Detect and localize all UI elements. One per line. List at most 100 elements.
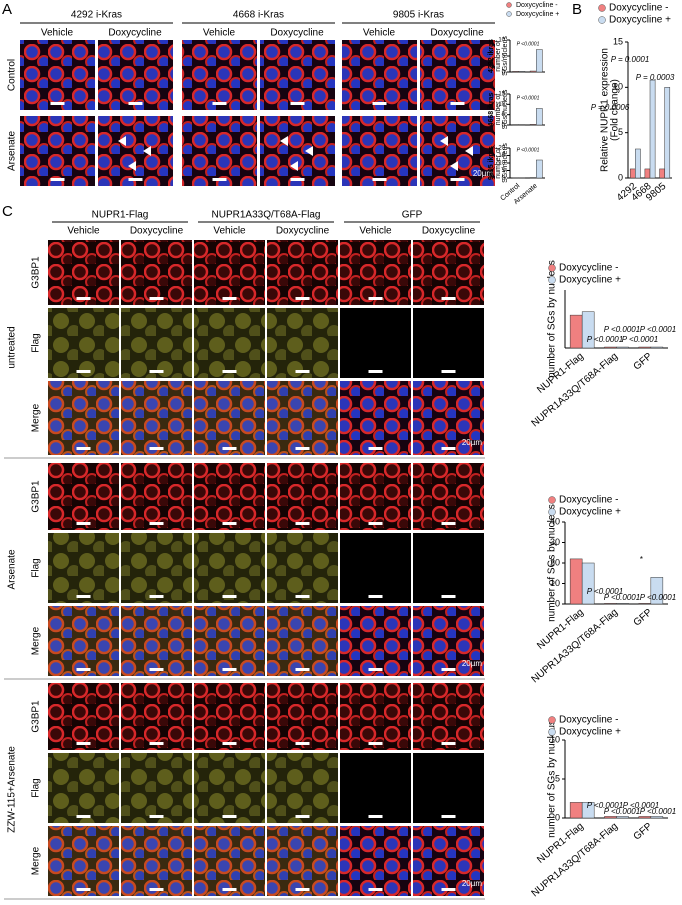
bar <box>651 816 663 818</box>
bar <box>651 347 663 348</box>
row-label: Flag <box>31 778 42 797</box>
scale-label: 20µm <box>462 438 483 447</box>
y-axis-label: SGs/nucleus <box>502 89 509 129</box>
micrograph <box>48 753 119 823</box>
condition-label: ZZW-115+Arsenate <box>7 746 18 833</box>
scale-bar <box>150 888 164 891</box>
micrograph <box>413 240 484 305</box>
micrograph <box>121 308 192 378</box>
scale-bar <box>296 595 310 598</box>
micrograph <box>121 606 192 676</box>
y-axis-label: number of <box>495 147 502 179</box>
legend-swatch <box>549 277 556 284</box>
scale-bar <box>369 742 383 745</box>
scale-bar <box>77 815 91 818</box>
annotation: P <0.0001 <box>604 593 640 602</box>
annotation: P <0.0001 <box>517 41 540 47</box>
row-label: Arsenate <box>7 131 18 171</box>
column-label: Doxycycline <box>276 226 330 237</box>
condition-label: Arsenate <box>7 549 18 589</box>
scale-bar <box>150 522 164 525</box>
scale-bar <box>442 447 456 450</box>
scale-bar <box>77 297 91 300</box>
micrograph <box>413 308 484 378</box>
scale-bar <box>77 668 91 671</box>
scale-bar <box>150 447 164 450</box>
legend-label: Doxycycline - <box>559 715 618 726</box>
scale-bar <box>296 297 310 300</box>
scale-bar <box>442 370 456 373</box>
scale-bar <box>369 815 383 818</box>
bar <box>604 347 616 348</box>
scale-bar <box>51 178 65 181</box>
scale-bar <box>223 595 237 598</box>
scale-bar <box>296 742 310 745</box>
row-label: G3BP1 <box>31 256 42 289</box>
row-label: Control <box>7 59 18 91</box>
scale-bar <box>291 102 305 105</box>
column-label: Vehicle <box>359 226 392 237</box>
bar <box>635 149 640 178</box>
bar <box>639 816 651 818</box>
micrograph <box>340 308 411 378</box>
legend-label: Doxycycline + <box>559 275 621 286</box>
legend-label: Doxycycline + <box>516 11 559 18</box>
micrograph <box>340 533 411 603</box>
legend-label: Doxycycline - <box>516 2 558 9</box>
bar <box>650 80 655 178</box>
scale-bar <box>129 102 143 105</box>
bar <box>660 169 665 178</box>
scale-bar <box>369 522 383 525</box>
scale-bar <box>223 447 237 450</box>
micrograph <box>48 463 119 530</box>
scale-bar <box>296 668 310 671</box>
scale-bar <box>77 595 91 598</box>
y-axis-label: number of SGs by nucleus <box>547 720 558 838</box>
scale-bar <box>51 102 65 105</box>
micrograph <box>182 116 257 186</box>
micrograph <box>48 240 119 305</box>
bar <box>530 71 536 72</box>
annotation: P <0.0001 <box>640 807 676 816</box>
legend-swatch <box>549 497 556 504</box>
annotation: P <0.0001 <box>517 147 540 153</box>
micrograph <box>260 116 335 186</box>
scale-bar <box>223 370 237 373</box>
annotation: P <0.0001 <box>587 335 623 344</box>
micrograph <box>194 753 265 823</box>
micrograph <box>48 826 119 896</box>
legend-label: Doxycycline - <box>559 495 618 506</box>
micrograph <box>98 116 173 186</box>
bar <box>604 603 616 604</box>
bar <box>645 169 650 178</box>
annotation: P <0.0001 <box>604 325 640 334</box>
scale-bar <box>296 815 310 818</box>
scale-bar <box>150 815 164 818</box>
column-label: Vehicle <box>203 28 236 39</box>
micrograph <box>340 826 411 896</box>
micrograph <box>48 381 119 455</box>
scale-bar <box>150 297 164 300</box>
scale-bar <box>442 888 456 891</box>
micrograph <box>20 40 95 110</box>
micrograph <box>48 308 119 378</box>
scale-bar <box>150 595 164 598</box>
scale-bar <box>77 447 91 450</box>
micrograph <box>121 381 192 455</box>
annotation: P = 0.0001 <box>611 55 650 64</box>
micrograph <box>121 240 192 305</box>
scale-bar <box>150 742 164 745</box>
micrograph <box>340 753 411 823</box>
bar <box>570 315 582 348</box>
micrograph <box>48 606 119 676</box>
legend-swatch <box>549 717 556 724</box>
legend-label: Doxycycline - <box>609 3 668 14</box>
micrograph <box>342 116 417 186</box>
scale-bar <box>223 522 237 525</box>
scale-bar <box>451 178 465 181</box>
bar <box>536 108 542 125</box>
scale-bar <box>77 522 91 525</box>
bar <box>513 71 519 72</box>
legend-swatch <box>549 509 556 516</box>
bar <box>617 347 629 348</box>
